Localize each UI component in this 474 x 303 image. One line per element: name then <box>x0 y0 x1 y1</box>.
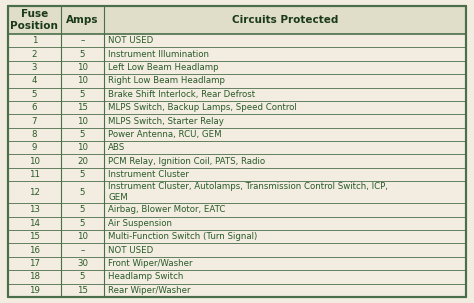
Text: 5: 5 <box>80 205 85 215</box>
Text: 14: 14 <box>29 219 40 228</box>
Text: 15: 15 <box>77 103 88 112</box>
Text: 19: 19 <box>29 286 40 295</box>
Text: 7: 7 <box>32 117 37 125</box>
Text: 5: 5 <box>80 50 85 58</box>
Text: Circuits Protected: Circuits Protected <box>232 15 338 25</box>
Text: Front Wiper/Washer: Front Wiper/Washer <box>108 259 192 268</box>
Text: Airbag, Blower Motor, EATC: Airbag, Blower Motor, EATC <box>108 205 226 215</box>
Text: 5: 5 <box>32 90 37 99</box>
Text: 3: 3 <box>32 63 37 72</box>
Text: 5: 5 <box>80 219 85 228</box>
Text: –: – <box>80 246 85 255</box>
Text: Multi-Function Switch (Turn Signal): Multi-Function Switch (Turn Signal) <box>108 232 257 241</box>
Text: NOT USED: NOT USED <box>108 246 154 255</box>
Text: 10: 10 <box>77 232 88 241</box>
Text: Instrument Illumination: Instrument Illumination <box>108 50 209 58</box>
Text: 17: 17 <box>29 259 40 268</box>
Text: 9: 9 <box>32 143 37 152</box>
Text: 2: 2 <box>32 50 37 58</box>
Text: 10: 10 <box>77 117 88 125</box>
Text: Right Low Beam Headlamp: Right Low Beam Headlamp <box>108 76 225 85</box>
Text: 5: 5 <box>80 170 85 179</box>
Text: 16: 16 <box>29 246 40 255</box>
Text: 1: 1 <box>32 36 37 45</box>
Text: Brake Shift Interlock, Rear Defrost: Brake Shift Interlock, Rear Defrost <box>108 90 255 99</box>
Text: 5: 5 <box>80 272 85 281</box>
Text: 15: 15 <box>77 286 88 295</box>
Text: Instrument Cluster: Instrument Cluster <box>108 170 189 179</box>
Text: Headlamp Switch: Headlamp Switch <box>108 272 183 281</box>
Text: Power Antenna, RCU, GEM: Power Antenna, RCU, GEM <box>108 130 222 139</box>
Text: 18: 18 <box>29 272 40 281</box>
Text: PCM Relay, Ignition Coil, PATS, Radio: PCM Relay, Ignition Coil, PATS, Radio <box>108 157 265 166</box>
Text: 8: 8 <box>32 130 37 139</box>
Text: 4: 4 <box>32 76 37 85</box>
Text: MLPS Switch, Starter Relay: MLPS Switch, Starter Relay <box>108 117 224 125</box>
Text: 10: 10 <box>77 143 88 152</box>
Text: 20: 20 <box>77 157 88 166</box>
Text: MLPS Switch, Backup Lamps, Speed Control: MLPS Switch, Backup Lamps, Speed Control <box>108 103 297 112</box>
Text: Amps: Amps <box>66 15 99 25</box>
Text: 30: 30 <box>77 259 88 268</box>
Text: 13: 13 <box>29 205 40 215</box>
Text: NOT USED: NOT USED <box>108 36 154 45</box>
Text: 12: 12 <box>29 188 40 197</box>
Text: Rear Wiper/Washer: Rear Wiper/Washer <box>108 286 191 295</box>
Bar <box>8 6 466 34</box>
Text: Left Low Beam Headlamp: Left Low Beam Headlamp <box>108 63 219 72</box>
Text: 15: 15 <box>29 232 40 241</box>
Text: 5: 5 <box>80 90 85 99</box>
Text: Fuse
Position: Fuse Position <box>10 9 58 31</box>
Text: 11: 11 <box>29 170 40 179</box>
Text: 10: 10 <box>29 157 40 166</box>
Text: Air Suspension: Air Suspension <box>108 219 172 228</box>
Text: 6: 6 <box>32 103 37 112</box>
Text: 5: 5 <box>80 130 85 139</box>
Text: 10: 10 <box>77 76 88 85</box>
Text: –: – <box>80 36 85 45</box>
Text: Instrument Cluster, Autolamps, Transmission Control Switch, ICP,
GEM: Instrument Cluster, Autolamps, Transmiss… <box>108 182 388 202</box>
Text: 10: 10 <box>77 63 88 72</box>
Text: ABS: ABS <box>108 143 126 152</box>
Text: 5: 5 <box>80 188 85 197</box>
